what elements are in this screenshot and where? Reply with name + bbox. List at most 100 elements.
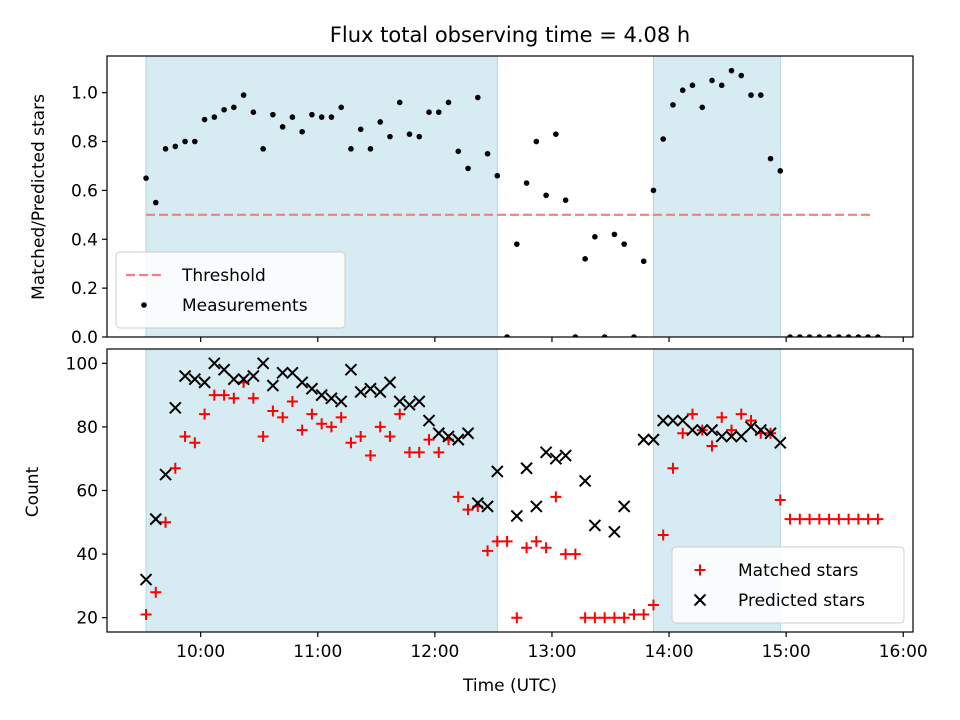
y-tick-label: 0.0 xyxy=(71,328,98,348)
predicted-stars-point xyxy=(403,398,416,411)
predicted-stars-point xyxy=(432,427,445,440)
matched-stars-point xyxy=(257,430,269,442)
predicted-stars-point xyxy=(471,497,485,510)
measurements-point xyxy=(387,133,393,140)
x-tick-label: 10:00 xyxy=(176,642,225,662)
measurements-point xyxy=(562,197,569,203)
legend-marker xyxy=(141,302,147,308)
data-marks xyxy=(143,67,881,337)
matched-stars-point xyxy=(667,462,679,474)
predicted-stars-point xyxy=(344,363,358,376)
matched-stars-point xyxy=(394,408,406,420)
measurements-point xyxy=(816,334,823,337)
measurements-point xyxy=(621,241,627,247)
measurements-point xyxy=(260,146,266,152)
measurements-point xyxy=(289,114,296,120)
measurements-point xyxy=(377,119,384,125)
measurements-point xyxy=(845,334,852,337)
matched-stars-point xyxy=(511,612,523,624)
matched-stars-point xyxy=(686,408,698,420)
data-marks xyxy=(139,357,884,624)
predicted-stars-point xyxy=(617,500,631,513)
measurements-point xyxy=(631,334,637,337)
measurements-point xyxy=(689,82,696,89)
matched-stars-point xyxy=(277,411,289,423)
measurements-point xyxy=(367,146,374,152)
predicted-stars-point xyxy=(744,420,758,434)
matched-stars-point xyxy=(794,513,806,525)
predicted-stars-point xyxy=(461,427,475,440)
predicted-stars-point xyxy=(637,433,650,446)
x-tick-label: 16:00 xyxy=(879,642,928,662)
matched-stars-point xyxy=(433,446,445,458)
matched-stars-point xyxy=(833,513,845,525)
predicted-stars-point xyxy=(588,519,602,532)
measurements-point xyxy=(865,334,871,337)
matched-stars-point xyxy=(247,392,259,404)
predicted-stars-point xyxy=(266,379,280,392)
predicted-stars-point xyxy=(735,430,748,443)
predicted-stars-point xyxy=(539,446,553,459)
measurements-point xyxy=(318,114,325,120)
matched-stars-point xyxy=(862,513,874,525)
matched-stars-point xyxy=(618,612,630,624)
measurements-point xyxy=(806,334,813,337)
matched-stars-point xyxy=(599,612,611,624)
measurements-point xyxy=(338,104,344,111)
predicted-stars-point xyxy=(725,430,738,443)
measurements-point xyxy=(748,92,754,98)
measurements-point xyxy=(309,111,315,118)
matched-stars-point xyxy=(325,421,337,433)
shaded-interval xyxy=(652,55,781,338)
matched-stars-point xyxy=(804,513,816,525)
predicted-stars-point xyxy=(705,423,719,437)
measurements-point xyxy=(240,92,247,98)
matched-stars-point xyxy=(335,411,347,423)
predicted-stars-point xyxy=(159,468,172,481)
legend-label: Predicted stars xyxy=(738,591,865,611)
matched-stars-point xyxy=(726,424,738,436)
matched-stars-point xyxy=(403,446,415,458)
top-y-axis-label: Matched/Predicted stars xyxy=(29,94,49,300)
measurements-point xyxy=(231,104,237,111)
measurements-point xyxy=(250,109,257,115)
measurements-point xyxy=(182,138,188,145)
measurements-point xyxy=(201,116,208,123)
predicted-stars-point xyxy=(413,395,426,408)
measurements-point xyxy=(328,114,335,120)
matched-stars-point xyxy=(267,405,279,417)
predicted-stars-point xyxy=(139,573,153,586)
measurements-point xyxy=(523,180,530,186)
measurements-point xyxy=(670,102,676,108)
y-tick-label: 1.0 xyxy=(71,84,98,104)
shaded-interval xyxy=(145,348,498,633)
predicted-stars-point xyxy=(452,433,465,446)
legend-box xyxy=(115,251,346,329)
matched-stars-point xyxy=(316,418,328,430)
predicted-stars-point xyxy=(559,449,572,462)
predicted-stars-point xyxy=(715,430,728,443)
matched-stars-point xyxy=(150,586,162,598)
predicted-stars-point xyxy=(393,395,406,408)
top-axes: 0.0 0.2 0.4 0.6 0.8 1.0 Threshold Measurements xyxy=(71,55,914,348)
matched-stars-point xyxy=(482,545,494,557)
x-tick-label: 13:00 xyxy=(527,642,576,662)
matched-stars-point xyxy=(199,408,211,420)
predicted-stars-point xyxy=(383,376,397,389)
measurements-point xyxy=(797,334,803,337)
legend: Threshold Measurements xyxy=(115,251,346,329)
predicted-stars-point xyxy=(774,436,787,450)
predicted-stars-point xyxy=(578,474,592,488)
predicted-stars-point xyxy=(208,357,221,370)
predicted-stars-point xyxy=(334,395,348,408)
measurements-point xyxy=(465,165,471,172)
measurements-point xyxy=(572,334,579,337)
legend-marker xyxy=(694,564,706,576)
matched-stars-point xyxy=(677,427,689,439)
y-tick-label: 0.8 xyxy=(71,133,98,153)
predicted-stars-point xyxy=(656,414,670,427)
matched-stars-point xyxy=(501,535,513,547)
measurements-point xyxy=(787,334,793,337)
matched-stars-point xyxy=(189,437,201,449)
